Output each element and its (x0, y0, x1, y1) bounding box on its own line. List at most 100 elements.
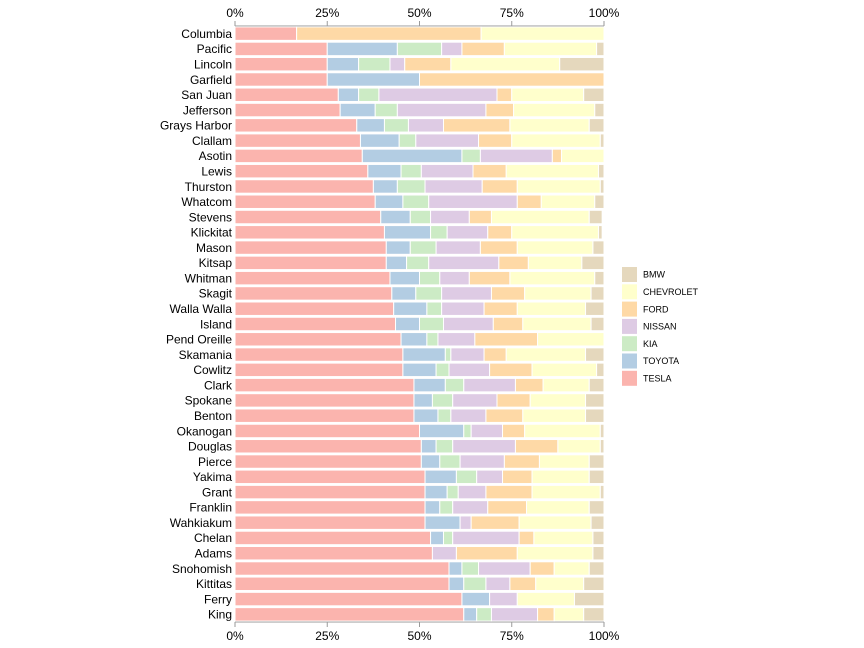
bar-segment-tesla-okanogan (234, 423, 420, 439)
bar-segment-toyota-whitman (389, 270, 421, 286)
bar-segment-toyota-lewis (367, 163, 402, 179)
bar-segment-chevrolet-lincoln (450, 56, 561, 72)
bar-segment-toyota-pend-oreille (400, 332, 428, 347)
bar-segment-tesla-wahkiakum (234, 515, 426, 530)
bar-segment-nissan-stevens (430, 209, 470, 225)
x-axis-bottom: 0% 25% 50% 75% 100% (226, 621, 620, 643)
category-label: Grays Harbor (160, 119, 232, 133)
category-label: Douglas (188, 440, 232, 454)
bar-segment-ford-skagit (490, 286, 526, 301)
category-label: King (208, 608, 232, 622)
bar-segment-nissan-whatcom (428, 194, 518, 209)
bar-segment-toyota-spokane (413, 393, 433, 408)
x-tick-label-bottom: 25% (315, 629, 339, 643)
bar-segment-tesla-lincoln (234, 56, 328, 72)
bar-segment-kia-benton (437, 408, 452, 423)
bar-segment-chevrolet-pend-oreille (537, 332, 605, 347)
bar-segment-ford-stevens (468, 209, 492, 225)
bar-segment-ford-jefferson (485, 102, 515, 118)
bar-segment-ford-garfield (419, 72, 605, 87)
bar-segment-toyota-king (463, 607, 478, 622)
bar-segment-kia-jefferson (374, 102, 398, 118)
legend-label-toyota: TOYOTA (643, 356, 679, 366)
bar-segment-ford-whitman (468, 270, 511, 286)
bar-segment-nissan-lincoln (389, 56, 406, 72)
bar-segment-ford-wahkiakum (470, 515, 520, 530)
category-label: Garfield (190, 73, 232, 87)
bar-segment-kia-pacific (396, 41, 443, 57)
bar-segment-kia-island (419, 316, 444, 332)
bar-segment-nissan-lewis (420, 163, 474, 179)
bar-segment-kia-okanogan (463, 423, 472, 439)
category-label: San Juan (181, 88, 232, 102)
category-label: Adams (195, 547, 232, 561)
category-label: Yakima (193, 470, 232, 484)
bar-segment-toyota-franklin (424, 500, 441, 515)
bar-segment-bmw-adams (592, 546, 605, 561)
bar-segment-toyota-douglas (420, 439, 437, 454)
bar-segment-nissan-pend-oreille (437, 332, 476, 347)
bar-segment-chevrolet-franklin (526, 500, 590, 515)
bar-segment-tesla-walla-walla (234, 301, 395, 316)
bar-segment-chevrolet-adams (516, 546, 594, 561)
bar-segment-chevrolet-grays-harbor (509, 118, 590, 133)
bar-segment-bmw-clark (588, 377, 605, 393)
bar-segment-nissan-whitman (439, 270, 470, 286)
bar-segment-bmw-clallam (599, 133, 605, 148)
bar-segment-nissan-snohomish (478, 561, 531, 576)
bar-segment-kia-clark (444, 377, 465, 393)
bar-segment-tesla-whatcom (234, 194, 376, 209)
bar-segment-nissan-san-juan (378, 87, 498, 102)
legend: BMW CHEVROLET FORD NISSAN KIA TOYOTA TESLA (622, 267, 699, 386)
bar-segment-tesla-adams (234, 546, 433, 561)
legend-label-nissan: NISSAN (643, 322, 677, 332)
category-label: Chelan (194, 531, 232, 545)
bar-segment-nissan-kittitas (485, 576, 511, 592)
bar-segment-bmw-spokane (585, 393, 605, 408)
bar-segment-chevrolet-whitman (509, 270, 596, 286)
bar-segment-kia-whitman (419, 270, 441, 286)
bar-segment-chevrolet-douglas (557, 439, 601, 454)
category-label: Kittitas (196, 577, 232, 591)
bar-segment-tesla-pacific (234, 41, 328, 57)
category-label: Cowlitz (193, 363, 232, 377)
x-tick-label-bottom: 75% (500, 629, 524, 643)
category-label: Grant (202, 485, 233, 499)
bar-segment-ford-franklin (487, 500, 528, 515)
bar-segment-kia-thurston (396, 179, 426, 194)
bar-segment-chevrolet-clallam (511, 133, 601, 148)
bar-segment-toyota-stevens (380, 209, 411, 225)
x-axis-top: 0% 25% 50% 75% 100% (226, 6, 620, 27)
bar-segment-chevrolet-king (553, 607, 585, 622)
category-label: Franklin (189, 501, 232, 515)
legend-swatch-toyota (622, 353, 637, 369)
bar-segment-ford-chelan (518, 530, 535, 546)
bar-segment-ford-kittitas (509, 576, 537, 592)
bar-segment-bmw-franklin (588, 500, 605, 515)
bar-segment-bmw-mason (592, 240, 605, 255)
bar-segment-tesla-columbia (234, 26, 298, 41)
bar-segment-bmw-lewis (597, 163, 605, 179)
bar-segment-nissan-grant (457, 484, 487, 500)
category-label: Klickitat (191, 226, 233, 240)
bar-segment-nissan-cowlitz (448, 362, 491, 378)
x-tick-label-top: 25% (315, 6, 339, 20)
bar-segment-chevrolet-grant (531, 484, 601, 500)
bar-segment-tesla-stevens (234, 209, 382, 225)
bar-segment-toyota-ferry (461, 591, 491, 607)
bar-segment-bmw-pacific (596, 41, 605, 57)
bar-segment-nissan-skagit (441, 286, 492, 301)
category-label: Pend Oreille (166, 333, 232, 347)
category-label: Clark (204, 378, 233, 392)
bar-segment-kia-grant (446, 484, 459, 500)
legend-swatch-bmw (622, 267, 637, 282)
category-label: Skamania (179, 348, 233, 362)
bar-segment-toyota-jefferson (339, 102, 376, 118)
bar-segment-toyota-clark (413, 377, 446, 393)
bar-segment-chevrolet-lewis (505, 163, 599, 179)
bar-segment-kia-asotin (461, 148, 481, 164)
bar-segment-toyota-lincoln (326, 56, 360, 72)
bar-segment-bmw-grays-harbor (588, 118, 605, 133)
category-label: Whitman (185, 271, 232, 285)
legend-swatch-ford (622, 301, 637, 317)
